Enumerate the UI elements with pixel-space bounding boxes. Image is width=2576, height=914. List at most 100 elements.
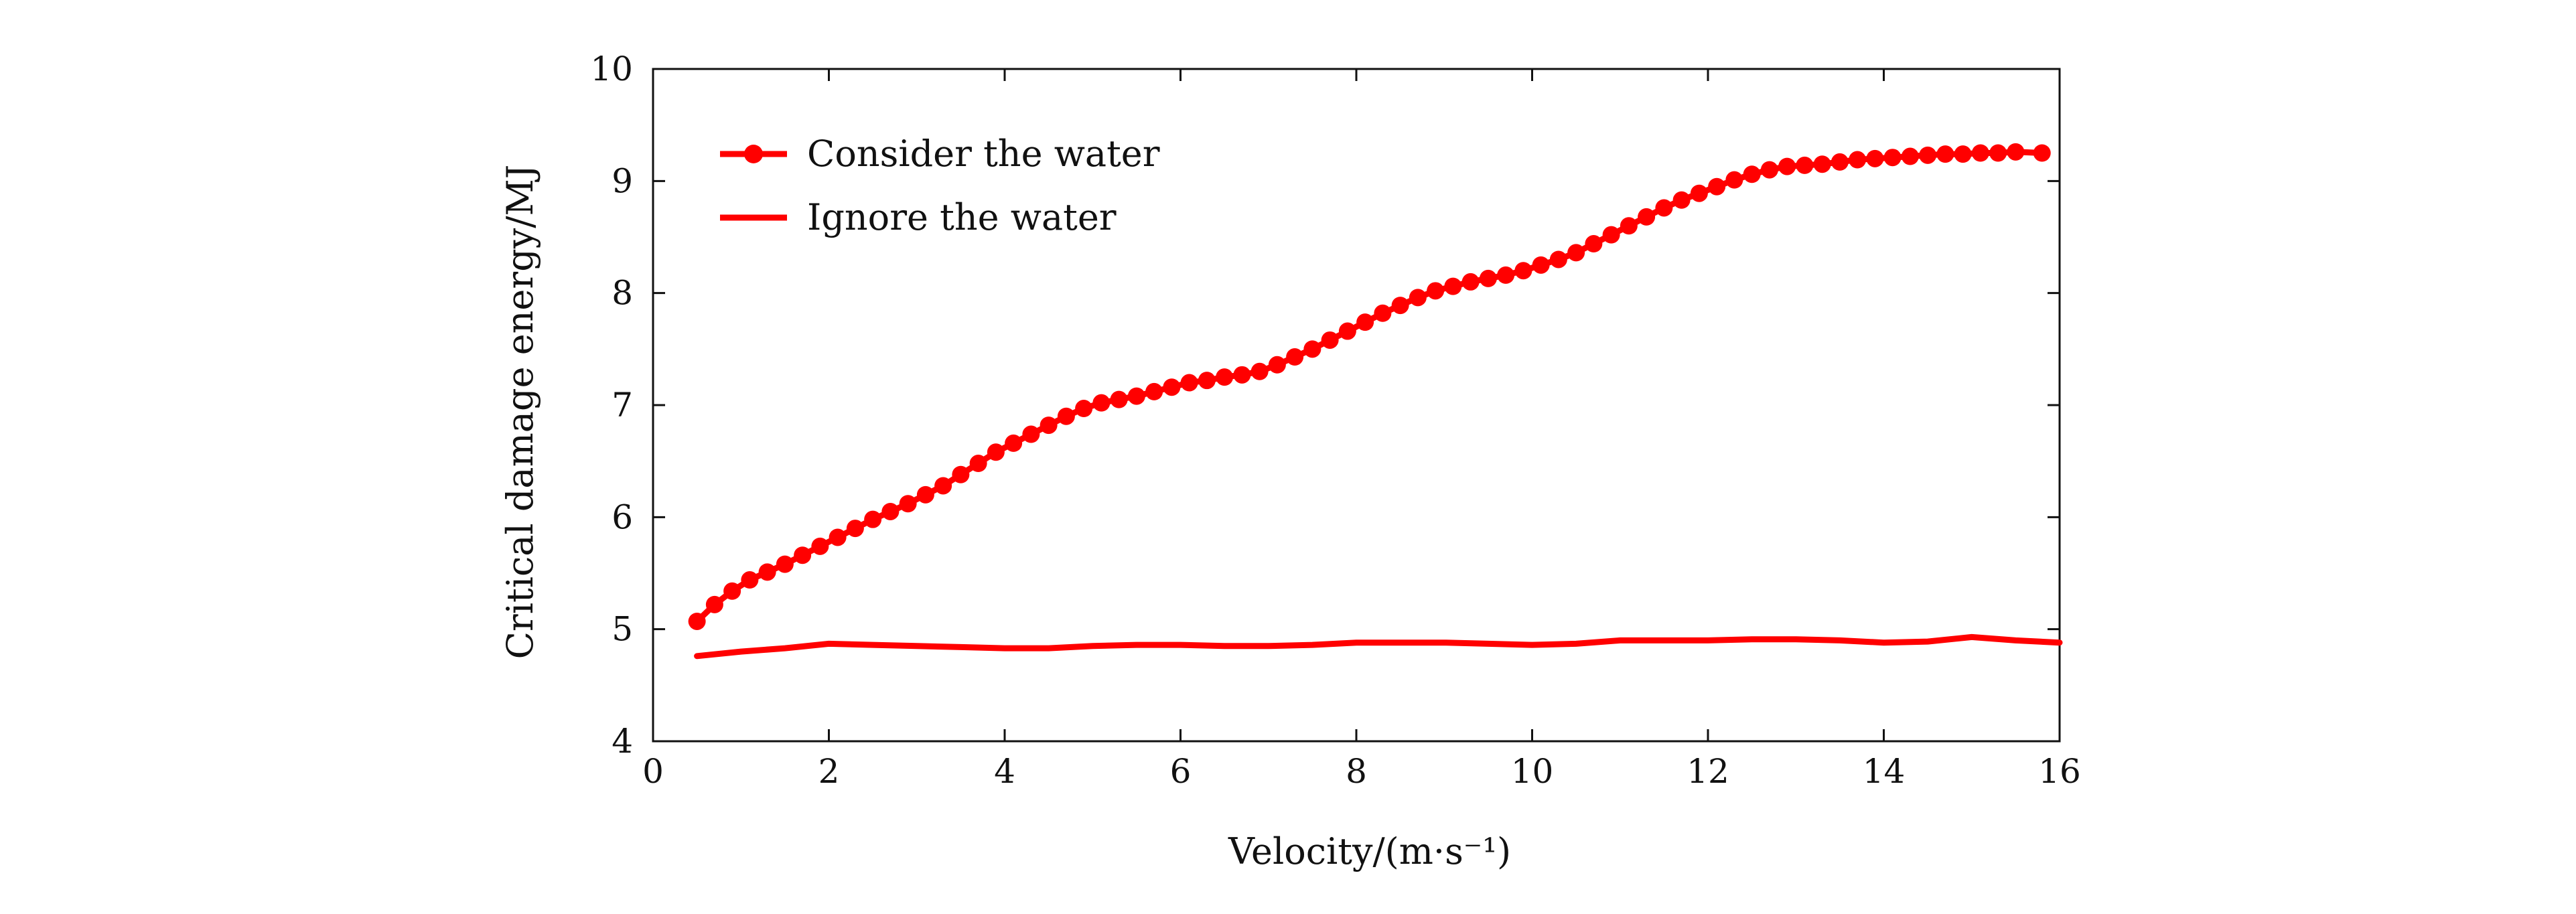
legend-swatch-marker xyxy=(744,145,763,163)
data-point xyxy=(1849,151,1867,169)
data-point xyxy=(1567,244,1585,262)
data-point xyxy=(1778,157,1796,175)
series-2 xyxy=(694,633,2063,660)
data-point xyxy=(1989,144,2007,162)
data-point xyxy=(1022,425,1040,443)
y-tick-label: 4 xyxy=(612,722,633,761)
data-point xyxy=(969,455,987,473)
data-point xyxy=(1655,199,1673,217)
y-axis-title: Critical damage energy/MJ xyxy=(499,165,541,660)
data-point xyxy=(1391,297,1409,315)
data-point xyxy=(1883,149,1902,167)
y-tick-label: 5 xyxy=(612,610,633,649)
data-point xyxy=(1725,171,1743,189)
data-point xyxy=(1198,372,1216,390)
data-point xyxy=(1936,145,1954,163)
x-tick-label: 2 xyxy=(818,752,840,791)
data-point xyxy=(1602,226,1620,244)
data-point xyxy=(688,612,706,630)
data-point xyxy=(1497,266,1515,284)
data-point xyxy=(794,546,812,564)
data-point xyxy=(1866,149,1884,167)
data-point xyxy=(881,502,900,520)
x-tick-label: 6 xyxy=(1170,752,1192,791)
data-point xyxy=(987,443,1005,461)
legend-item-1: Consider the water xyxy=(720,133,1160,175)
data-point xyxy=(1127,387,1145,405)
data-point xyxy=(776,555,794,573)
data-point xyxy=(1216,368,1234,386)
x-tick-label: 16 xyxy=(2038,752,2081,791)
data-point xyxy=(1760,161,1778,179)
x-axis-ticks: 0 2 4 6 8 10 12 14 16 xyxy=(642,69,2081,791)
data-point xyxy=(2033,144,2051,162)
data-point xyxy=(1708,177,1726,196)
data-point xyxy=(829,528,847,546)
data-point xyxy=(1303,340,1321,358)
y-tick-label: 10 xyxy=(590,50,633,88)
data-point xyxy=(1356,313,1374,331)
x-tick-label: 12 xyxy=(1687,752,1729,791)
data-point xyxy=(1374,304,1392,322)
data-point xyxy=(1919,146,1937,164)
data-point xyxy=(899,495,917,513)
data-point xyxy=(1549,250,1567,269)
data-point xyxy=(1040,416,1058,435)
y-axis-ticks: 4 5 6 7 8 9 10 xyxy=(590,50,2060,761)
data-point xyxy=(758,563,776,581)
x-tick-label: 4 xyxy=(994,752,1015,791)
y-tick-label: 6 xyxy=(612,498,633,536)
data-point xyxy=(1971,144,1989,162)
data-point xyxy=(1427,282,1445,300)
data-point xyxy=(2007,143,2025,161)
data-point xyxy=(811,537,829,555)
data-point xyxy=(1444,277,1462,295)
data-point xyxy=(741,571,759,589)
x-tick-label: 14 xyxy=(1863,752,1906,791)
data-point xyxy=(1831,153,1849,171)
y-tick-label: 7 xyxy=(612,386,633,425)
data-point xyxy=(1532,256,1550,274)
data-point xyxy=(1092,394,1111,412)
x-tick-label: 10 xyxy=(1511,752,1554,791)
x-axis-title: Velocity/(m·s⁻¹) xyxy=(1228,830,1511,872)
data-point xyxy=(1075,400,1093,418)
data-point xyxy=(1250,362,1269,380)
y-tick-label: 9 xyxy=(612,161,633,200)
data-point xyxy=(952,465,970,483)
data-point xyxy=(705,595,723,613)
data-point xyxy=(1479,269,1497,287)
data-point xyxy=(1672,191,1691,209)
data-point xyxy=(1145,382,1163,400)
data-point xyxy=(1233,366,1251,384)
data-point xyxy=(934,477,952,495)
data-point xyxy=(864,510,882,528)
x-tick-label: 0 xyxy=(642,752,664,791)
data-point xyxy=(1321,331,1339,349)
data-point xyxy=(1638,208,1656,226)
series-layer xyxy=(688,143,2063,660)
data-point xyxy=(1461,273,1480,291)
data-point xyxy=(1110,390,1128,408)
y-tick-label: 8 xyxy=(612,274,633,313)
data-point xyxy=(1180,374,1198,392)
data-point xyxy=(1514,262,1532,280)
data-point xyxy=(1163,378,1181,396)
legend: Consider the water Ignore the water xyxy=(720,133,1160,238)
series-1 xyxy=(688,143,2051,630)
series-line xyxy=(694,633,2063,660)
legend-label: Consider the water xyxy=(807,133,1160,175)
x-tick-label: 8 xyxy=(1346,752,1367,791)
data-point xyxy=(1901,147,1919,165)
data-point xyxy=(1286,348,1304,366)
data-point xyxy=(1954,145,1972,163)
data-point xyxy=(1690,184,1708,202)
legend-label: Ignore the water xyxy=(807,196,1117,238)
data-point xyxy=(846,520,864,538)
data-point xyxy=(723,582,741,600)
data-point xyxy=(1409,289,1427,307)
data-point xyxy=(916,485,934,504)
data-point xyxy=(1338,322,1356,340)
data-point xyxy=(1743,165,1761,183)
